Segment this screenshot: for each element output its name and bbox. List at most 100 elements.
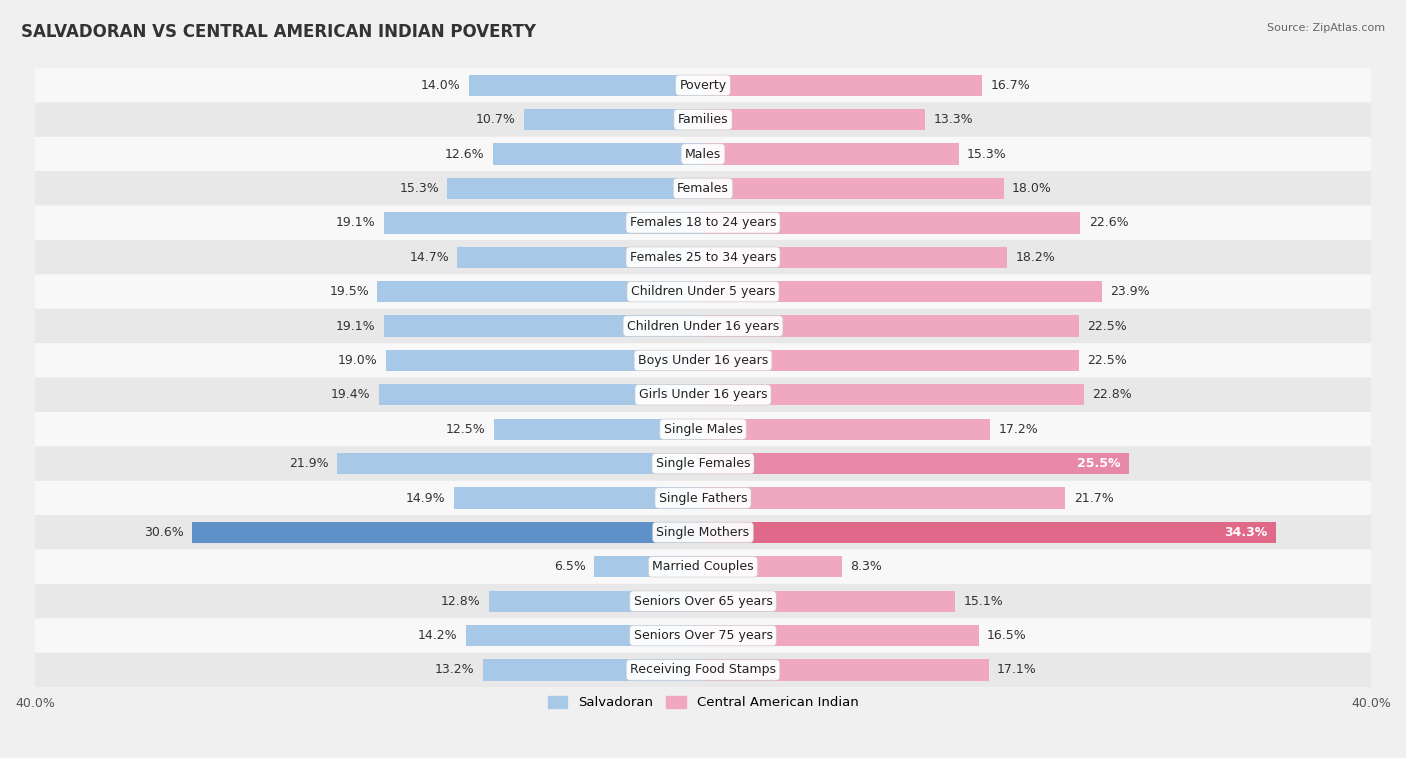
Legend: Salvadoran, Central American Indian: Salvadoran, Central American Indian [543, 691, 863, 715]
Text: 14.9%: 14.9% [406, 491, 446, 505]
Bar [703, 246, 1007, 268]
Text: 12.5%: 12.5% [446, 423, 486, 436]
Bar [470, 74, 703, 96]
Text: 21.9%: 21.9% [290, 457, 329, 470]
Text: 10.7%: 10.7% [477, 113, 516, 126]
Bar [703, 590, 955, 612]
FancyBboxPatch shape [0, 550, 1406, 584]
Text: 34.3%: 34.3% [1225, 526, 1268, 539]
Text: 22.8%: 22.8% [1092, 388, 1132, 401]
Text: 14.0%: 14.0% [420, 79, 461, 92]
Bar [377, 281, 703, 302]
Bar [703, 349, 1078, 371]
Bar [595, 556, 703, 578]
Bar [524, 109, 703, 130]
Bar [703, 418, 990, 440]
Bar [703, 384, 1084, 406]
Text: Girls Under 16 years: Girls Under 16 years [638, 388, 768, 401]
Bar [703, 556, 842, 578]
FancyBboxPatch shape [0, 343, 1406, 377]
Text: Married Couples: Married Couples [652, 560, 754, 573]
Bar [385, 349, 703, 371]
Text: 13.3%: 13.3% [934, 113, 973, 126]
Text: Single Fathers: Single Fathers [659, 491, 747, 505]
Text: 15.3%: 15.3% [967, 148, 1007, 161]
Text: 22.6%: 22.6% [1088, 216, 1129, 230]
Text: Single Males: Single Males [664, 423, 742, 436]
Bar [703, 453, 1129, 475]
Bar [384, 212, 703, 233]
Text: 19.1%: 19.1% [336, 320, 375, 333]
Text: 16.7%: 16.7% [990, 79, 1031, 92]
Bar [492, 143, 703, 164]
Text: 15.3%: 15.3% [399, 182, 439, 195]
Bar [465, 625, 703, 647]
Text: Poverty: Poverty [679, 79, 727, 92]
FancyBboxPatch shape [0, 481, 1406, 515]
Text: Families: Families [678, 113, 728, 126]
Bar [495, 418, 703, 440]
Text: Receiving Food Stamps: Receiving Food Stamps [630, 663, 776, 676]
Text: 18.0%: 18.0% [1012, 182, 1052, 195]
FancyBboxPatch shape [0, 619, 1406, 653]
FancyBboxPatch shape [0, 205, 1406, 240]
Bar [703, 625, 979, 647]
Text: Seniors Over 65 years: Seniors Over 65 years [634, 595, 772, 608]
Text: 17.2%: 17.2% [998, 423, 1039, 436]
Bar [482, 659, 703, 681]
FancyBboxPatch shape [0, 446, 1406, 481]
Bar [454, 487, 703, 509]
Bar [703, 109, 925, 130]
Text: Seniors Over 75 years: Seniors Over 75 years [634, 629, 772, 642]
Text: 25.5%: 25.5% [1077, 457, 1121, 470]
Text: 14.7%: 14.7% [409, 251, 449, 264]
Text: 6.5%: 6.5% [554, 560, 586, 573]
Text: Males: Males [685, 148, 721, 161]
Text: 12.8%: 12.8% [441, 595, 481, 608]
Bar [457, 246, 703, 268]
Text: 15.1%: 15.1% [963, 595, 1004, 608]
Text: 13.2%: 13.2% [434, 663, 474, 676]
Text: Children Under 5 years: Children Under 5 years [631, 285, 775, 298]
Bar [703, 143, 959, 164]
Bar [193, 522, 703, 543]
Text: Source: ZipAtlas.com: Source: ZipAtlas.com [1267, 23, 1385, 33]
Text: 8.3%: 8.3% [851, 560, 882, 573]
FancyBboxPatch shape [0, 412, 1406, 446]
FancyBboxPatch shape [0, 309, 1406, 343]
FancyBboxPatch shape [0, 515, 1406, 550]
Text: Females: Females [678, 182, 728, 195]
Text: Single Mothers: Single Mothers [657, 526, 749, 539]
Text: 12.6%: 12.6% [444, 148, 484, 161]
Text: 14.2%: 14.2% [418, 629, 457, 642]
FancyBboxPatch shape [0, 377, 1406, 412]
Text: 16.5%: 16.5% [987, 629, 1026, 642]
FancyBboxPatch shape [0, 584, 1406, 619]
Text: 19.4%: 19.4% [330, 388, 371, 401]
Text: 22.5%: 22.5% [1087, 354, 1126, 367]
Text: Boys Under 16 years: Boys Under 16 years [638, 354, 768, 367]
Text: 19.0%: 19.0% [337, 354, 377, 367]
Text: Single Females: Single Females [655, 457, 751, 470]
Text: 19.1%: 19.1% [336, 216, 375, 230]
Bar [489, 590, 703, 612]
Text: 23.9%: 23.9% [1111, 285, 1150, 298]
Bar [703, 281, 1102, 302]
Text: Females 25 to 34 years: Females 25 to 34 years [630, 251, 776, 264]
Bar [703, 212, 1080, 233]
Text: SALVADORAN VS CENTRAL AMERICAN INDIAN POVERTY: SALVADORAN VS CENTRAL AMERICAN INDIAN PO… [21, 23, 536, 41]
Bar [703, 487, 1066, 509]
Bar [703, 659, 988, 681]
Bar [380, 384, 703, 406]
Bar [447, 178, 703, 199]
FancyBboxPatch shape [0, 171, 1406, 205]
FancyBboxPatch shape [0, 102, 1406, 137]
Text: 22.5%: 22.5% [1087, 320, 1126, 333]
Bar [384, 315, 703, 337]
Text: 19.5%: 19.5% [329, 285, 368, 298]
Bar [703, 74, 981, 96]
Text: Children Under 16 years: Children Under 16 years [627, 320, 779, 333]
Bar [703, 178, 1004, 199]
Text: 30.6%: 30.6% [143, 526, 184, 539]
Bar [337, 453, 703, 475]
